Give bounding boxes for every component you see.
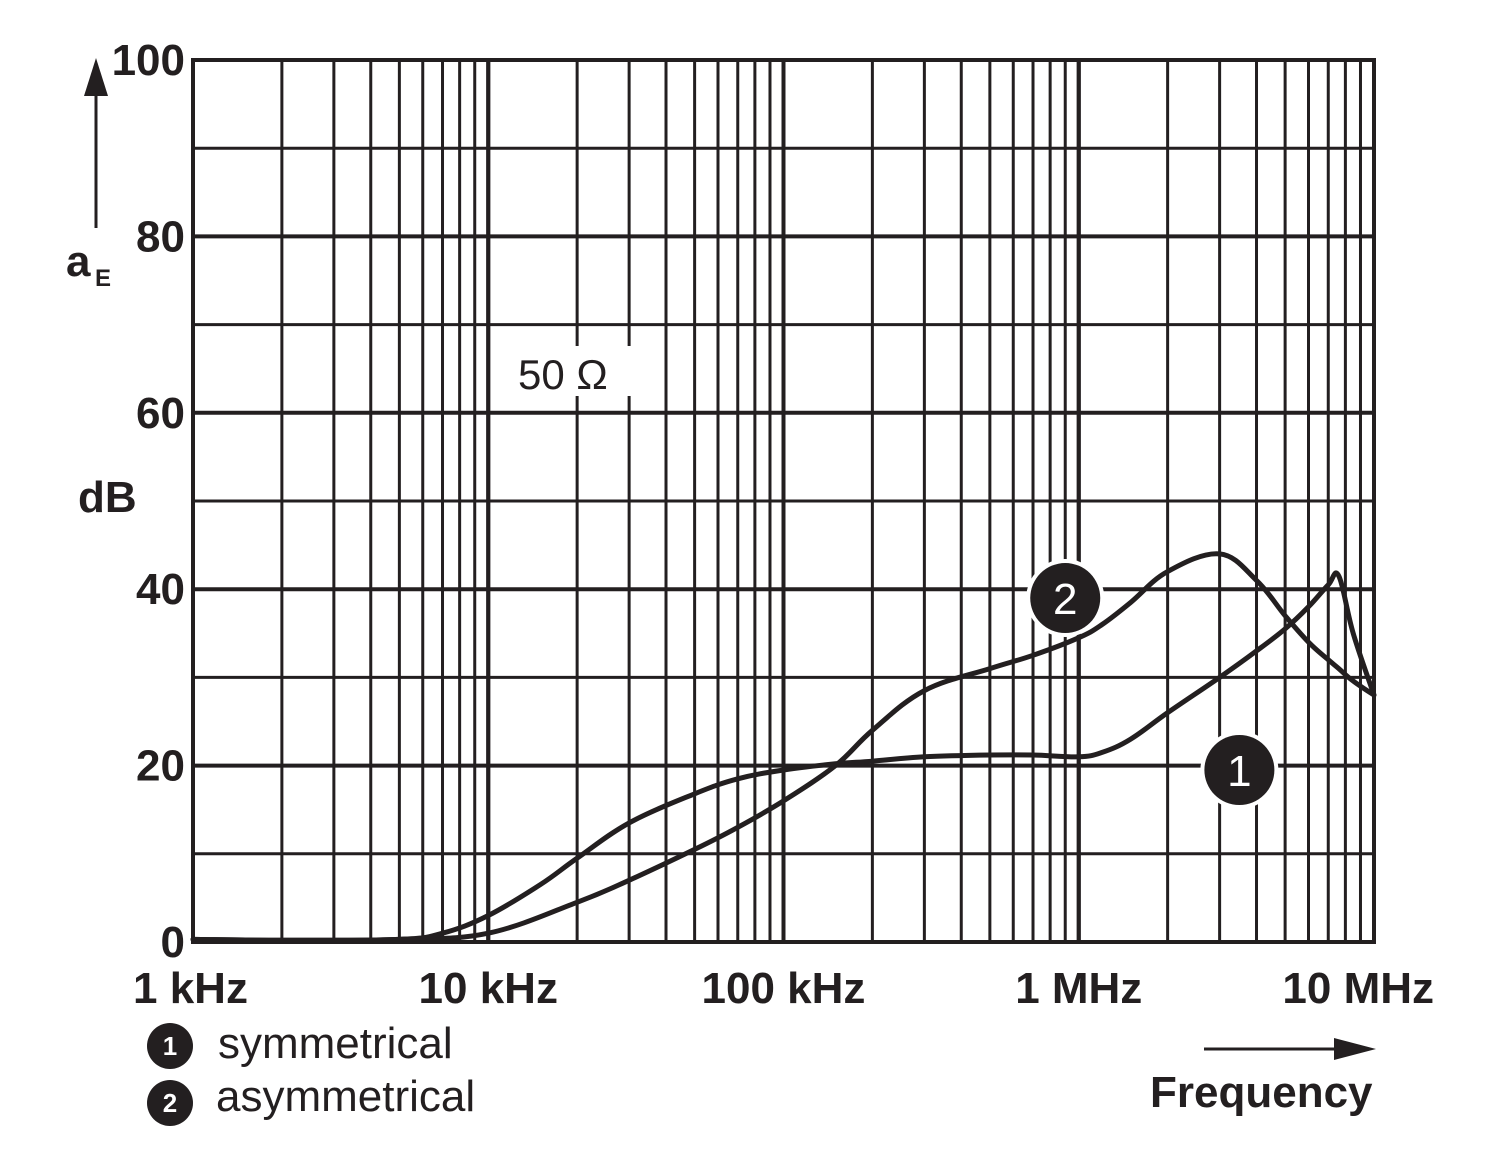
series-marker-1 [1204, 735, 1275, 806]
y-tick-label: 80 [136, 212, 185, 261]
y-axis-subscript: E [95, 265, 111, 292]
y-tick-label: 60 [136, 389, 185, 438]
legend-item-symmetrical: 1 symmetrical [147, 1019, 453, 1069]
x-axis-arrowhead [1334, 1038, 1376, 1060]
y-axis-arrowhead [84, 58, 108, 96]
y-tick-label: 100 [112, 36, 185, 85]
annotation-box [511, 346, 634, 396]
legend: 1 symmetrical 2 asymmetrical [147, 1019, 475, 1126]
annotation-text: 50 Ω [518, 351, 608, 398]
series-line-asymmetrical [190, 570, 1377, 943]
x-tick-label: 10 kHz [419, 964, 558, 1013]
legend-label-symmetrical: symmetrical [218, 1019, 453, 1068]
y-tick-label: 40 [136, 565, 185, 614]
series-group [190, 551, 1377, 943]
series-line-symmetrical [190, 551, 1377, 943]
x-tick-label: 1 MHz [1015, 964, 1142, 1013]
grid-minor [193, 60, 1374, 942]
y-tick-label: 0 [161, 918, 185, 967]
series-marker-number-1: 1 [1227, 747, 1251, 796]
y-tick-label: 20 [136, 742, 185, 791]
series-marker-2 [1030, 563, 1101, 634]
y-axis-symbol: a [66, 237, 91, 286]
x-tick-labels: 1 kHz 10 kHz 100 kHz 1 MHz 10 MHz [133, 964, 1434, 1013]
x-tick-label: 1 kHz [133, 964, 248, 1013]
y-axis-unit: dB [78, 473, 137, 522]
legend-marker-2-number: 2 [163, 1088, 177, 1118]
x-tick-label: 10 MHz [1282, 964, 1434, 1013]
plot-frame [191, 58, 1376, 944]
legend-label-asymmetrical: asymmetrical [216, 1072, 475, 1121]
series-marker-number-2: 2 [1053, 575, 1077, 624]
legend-marker-1 [147, 1023, 193, 1069]
legend-marker-1-number: 1 [163, 1031, 177, 1061]
x-axis-label: Frequency [1150, 1068, 1373, 1117]
y-tick-labels: 0 20 40 60 80 100 [112, 36, 185, 967]
series-markers: 12 [1026, 559, 1279, 810]
legend-marker-2 [147, 1080, 193, 1126]
x-tick-label: 100 kHz [702, 964, 866, 1013]
legend-item-asymmetrical: 2 asymmetrical [147, 1072, 475, 1126]
